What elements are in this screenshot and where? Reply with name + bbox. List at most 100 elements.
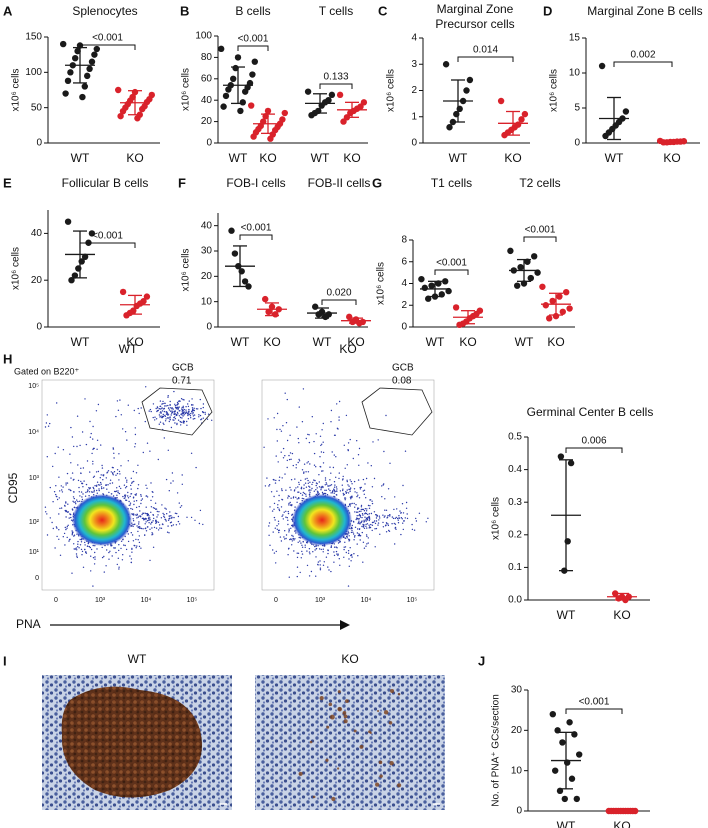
event-dot — [67, 482, 68, 483]
event-dot — [335, 456, 336, 457]
event-dot — [51, 522, 52, 523]
event-dot — [178, 420, 179, 421]
event-dot — [278, 461, 279, 462]
data-point — [329, 92, 335, 98]
event-dot — [287, 524, 288, 525]
event-dot — [50, 487, 51, 488]
event-dot — [48, 426, 49, 427]
event-dot — [115, 475, 116, 476]
event-dot — [309, 548, 310, 549]
event-dot — [68, 489, 69, 490]
event-dot — [67, 537, 68, 538]
event-dot — [282, 477, 283, 478]
event-dot — [92, 463, 93, 464]
event-dot — [349, 489, 350, 490]
event-dot — [293, 550, 294, 551]
event-dot — [147, 526, 148, 527]
event-dot — [193, 410, 194, 411]
event-dot — [365, 519, 366, 520]
event-dot — [169, 515, 170, 516]
event-dot — [132, 534, 133, 535]
event-dot — [394, 496, 395, 497]
event-dot — [416, 520, 417, 521]
event-dot — [103, 475, 104, 476]
event-dot — [163, 424, 164, 425]
event-dot — [398, 520, 399, 521]
event-dot — [358, 515, 359, 516]
event-dot — [365, 508, 366, 509]
event-dot — [90, 570, 91, 571]
event-dot — [192, 413, 193, 414]
y-tick-label: 10 — [511, 765, 523, 776]
event-dot — [159, 527, 160, 528]
event-dot — [372, 522, 373, 523]
event-dot — [301, 487, 302, 488]
event-dot — [344, 547, 345, 548]
event-dot — [315, 489, 316, 490]
event-dot — [94, 552, 95, 553]
event-dot — [136, 545, 137, 546]
y-axis-label: x10⁶ cells — [491, 497, 502, 540]
y-tick-label: 0 — [574, 138, 580, 149]
event-dot — [82, 486, 83, 487]
event-dot — [180, 424, 181, 425]
event-dot — [293, 497, 294, 498]
event-dot — [339, 542, 340, 543]
event-dot — [203, 403, 204, 404]
x-tick-label: WT — [449, 151, 468, 165]
x-tick-label: WT — [426, 335, 445, 349]
y-tick-label: 0 — [36, 322, 42, 333]
event-dot — [338, 478, 339, 479]
event-dot — [293, 465, 294, 466]
event-dot — [336, 553, 337, 554]
event-dot — [306, 487, 307, 488]
event-dot — [77, 464, 78, 465]
event-dot — [363, 521, 364, 522]
event-dot — [47, 414, 48, 415]
event-dot — [351, 530, 352, 531]
event-dot — [278, 495, 279, 496]
event-dot — [70, 517, 71, 518]
event-dot — [317, 487, 318, 488]
event-dot — [122, 554, 123, 555]
event-dot — [122, 559, 123, 560]
event-dot — [287, 460, 288, 461]
event-dot — [356, 492, 357, 493]
event-dot — [119, 486, 120, 487]
event-dot — [276, 455, 277, 456]
event-dot — [316, 545, 317, 546]
y-tick-label: 4 — [411, 33, 417, 44]
event-dot — [73, 502, 74, 503]
event-dot — [77, 557, 78, 558]
event-dot — [172, 412, 173, 413]
y-tick-label: 0 — [401, 322, 407, 333]
event-dot — [184, 414, 185, 415]
p-value: 0.020 — [326, 288, 351, 299]
x-tick-label: WT — [515, 335, 534, 349]
event-dot — [281, 499, 282, 500]
event-dot — [108, 492, 109, 493]
event-dot — [125, 500, 126, 501]
event-dot — [356, 519, 357, 520]
event-dot — [366, 518, 367, 519]
event-dot — [176, 415, 177, 416]
flow-y-tick: 10¹ — [29, 549, 40, 556]
event-dot — [325, 479, 326, 480]
event-dot — [350, 439, 351, 440]
event-dot — [100, 482, 101, 483]
event-dot — [171, 525, 172, 526]
data-point — [428, 282, 434, 288]
event-dot — [366, 513, 367, 514]
event-dot — [147, 514, 148, 515]
event-dot — [281, 540, 282, 541]
x-tick-label: KO — [663, 151, 680, 165]
event-dot — [145, 521, 146, 522]
event-dot — [316, 485, 317, 486]
event-dot — [156, 521, 157, 522]
event-dot — [164, 508, 165, 509]
event-dot — [426, 521, 427, 522]
data-point — [282, 110, 288, 116]
event-dot — [309, 442, 310, 443]
y-axis-label: x10⁶ cells — [181, 68, 192, 111]
event-dot — [135, 443, 136, 444]
